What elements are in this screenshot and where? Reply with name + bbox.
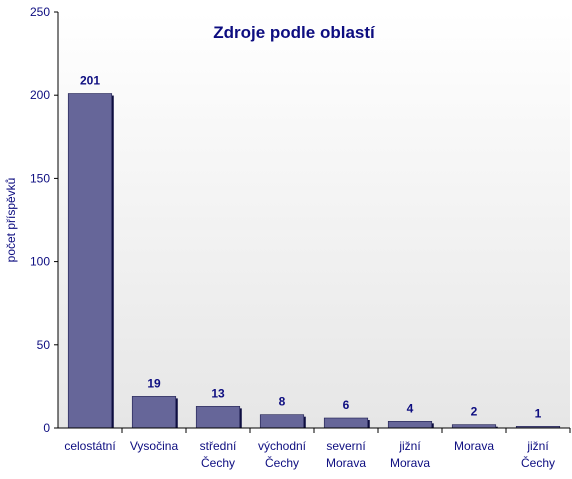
- bar-value-label: 4: [407, 401, 414, 415]
- category-label-line: Vysočina: [130, 439, 179, 453]
- y-tick-label: 50: [37, 338, 51, 352]
- bar-value-label: 2: [471, 405, 478, 419]
- bar: [131, 396, 177, 429]
- chart-title: Zdroje podle oblastí: [213, 23, 376, 42]
- category-label-line: Morava: [454, 439, 494, 453]
- bar-value-label: 8: [279, 395, 286, 409]
- bar: [259, 414, 305, 429]
- category-label: celostátní: [64, 439, 116, 453]
- category-label-line: střední: [200, 439, 237, 453]
- category-label-line: Morava: [390, 456, 430, 470]
- category-label: východní Čechy: [258, 439, 307, 470]
- y-tick-label: 200: [30, 88, 50, 102]
- category-label-line: celostátní: [64, 439, 116, 453]
- category-label-line: Morava: [326, 456, 366, 470]
- category-label: Morava: [454, 439, 494, 453]
- bar-value-label: 1: [535, 406, 542, 420]
- y-tick-label: 0: [43, 421, 50, 435]
- category-label-line: Čechy: [265, 455, 299, 470]
- category-label-line: severní: [326, 439, 366, 453]
- bar: [387, 421, 433, 429]
- y-tick-label: 150: [30, 171, 50, 185]
- bar-value-label: 19: [147, 376, 161, 390]
- category-label-line: jižní: [526, 439, 549, 453]
- bar-value-label: 201: [80, 74, 100, 88]
- bar: [195, 406, 241, 429]
- bar-value-label: 6: [343, 398, 350, 412]
- category-label-line: jižní: [398, 439, 421, 453]
- category-labels-group: celostátní Vysočina střední Čechy východní Če…: [64, 428, 571, 470]
- category-label-line: Čechy: [201, 455, 235, 470]
- category-label: Vysočina: [130, 439, 179, 453]
- category-label: jižní Morava: [390, 439, 430, 470]
- bar: [323, 417, 369, 429]
- bar-value-label: 13: [211, 386, 225, 400]
- y-axis-label: počet příspěvků: [4, 178, 18, 263]
- bar: [67, 93, 113, 429]
- category-label-line: Čechy: [521, 455, 555, 470]
- category-label: střední Čechy: [200, 439, 237, 470]
- category-label: jižní Čechy: [521, 439, 555, 470]
- plot-area: [58, 12, 570, 428]
- category-label-line: východní: [258, 439, 307, 453]
- y-tick-label: 100: [30, 255, 50, 269]
- y-tick-label: 250: [30, 5, 50, 19]
- bars-group: 201 19 13 8 6 4 2 1: [67, 74, 561, 429]
- y-axis-ticks: 0 50 100 150 200 250: [30, 5, 58, 435]
- category-label: severní Morava: [326, 439, 366, 470]
